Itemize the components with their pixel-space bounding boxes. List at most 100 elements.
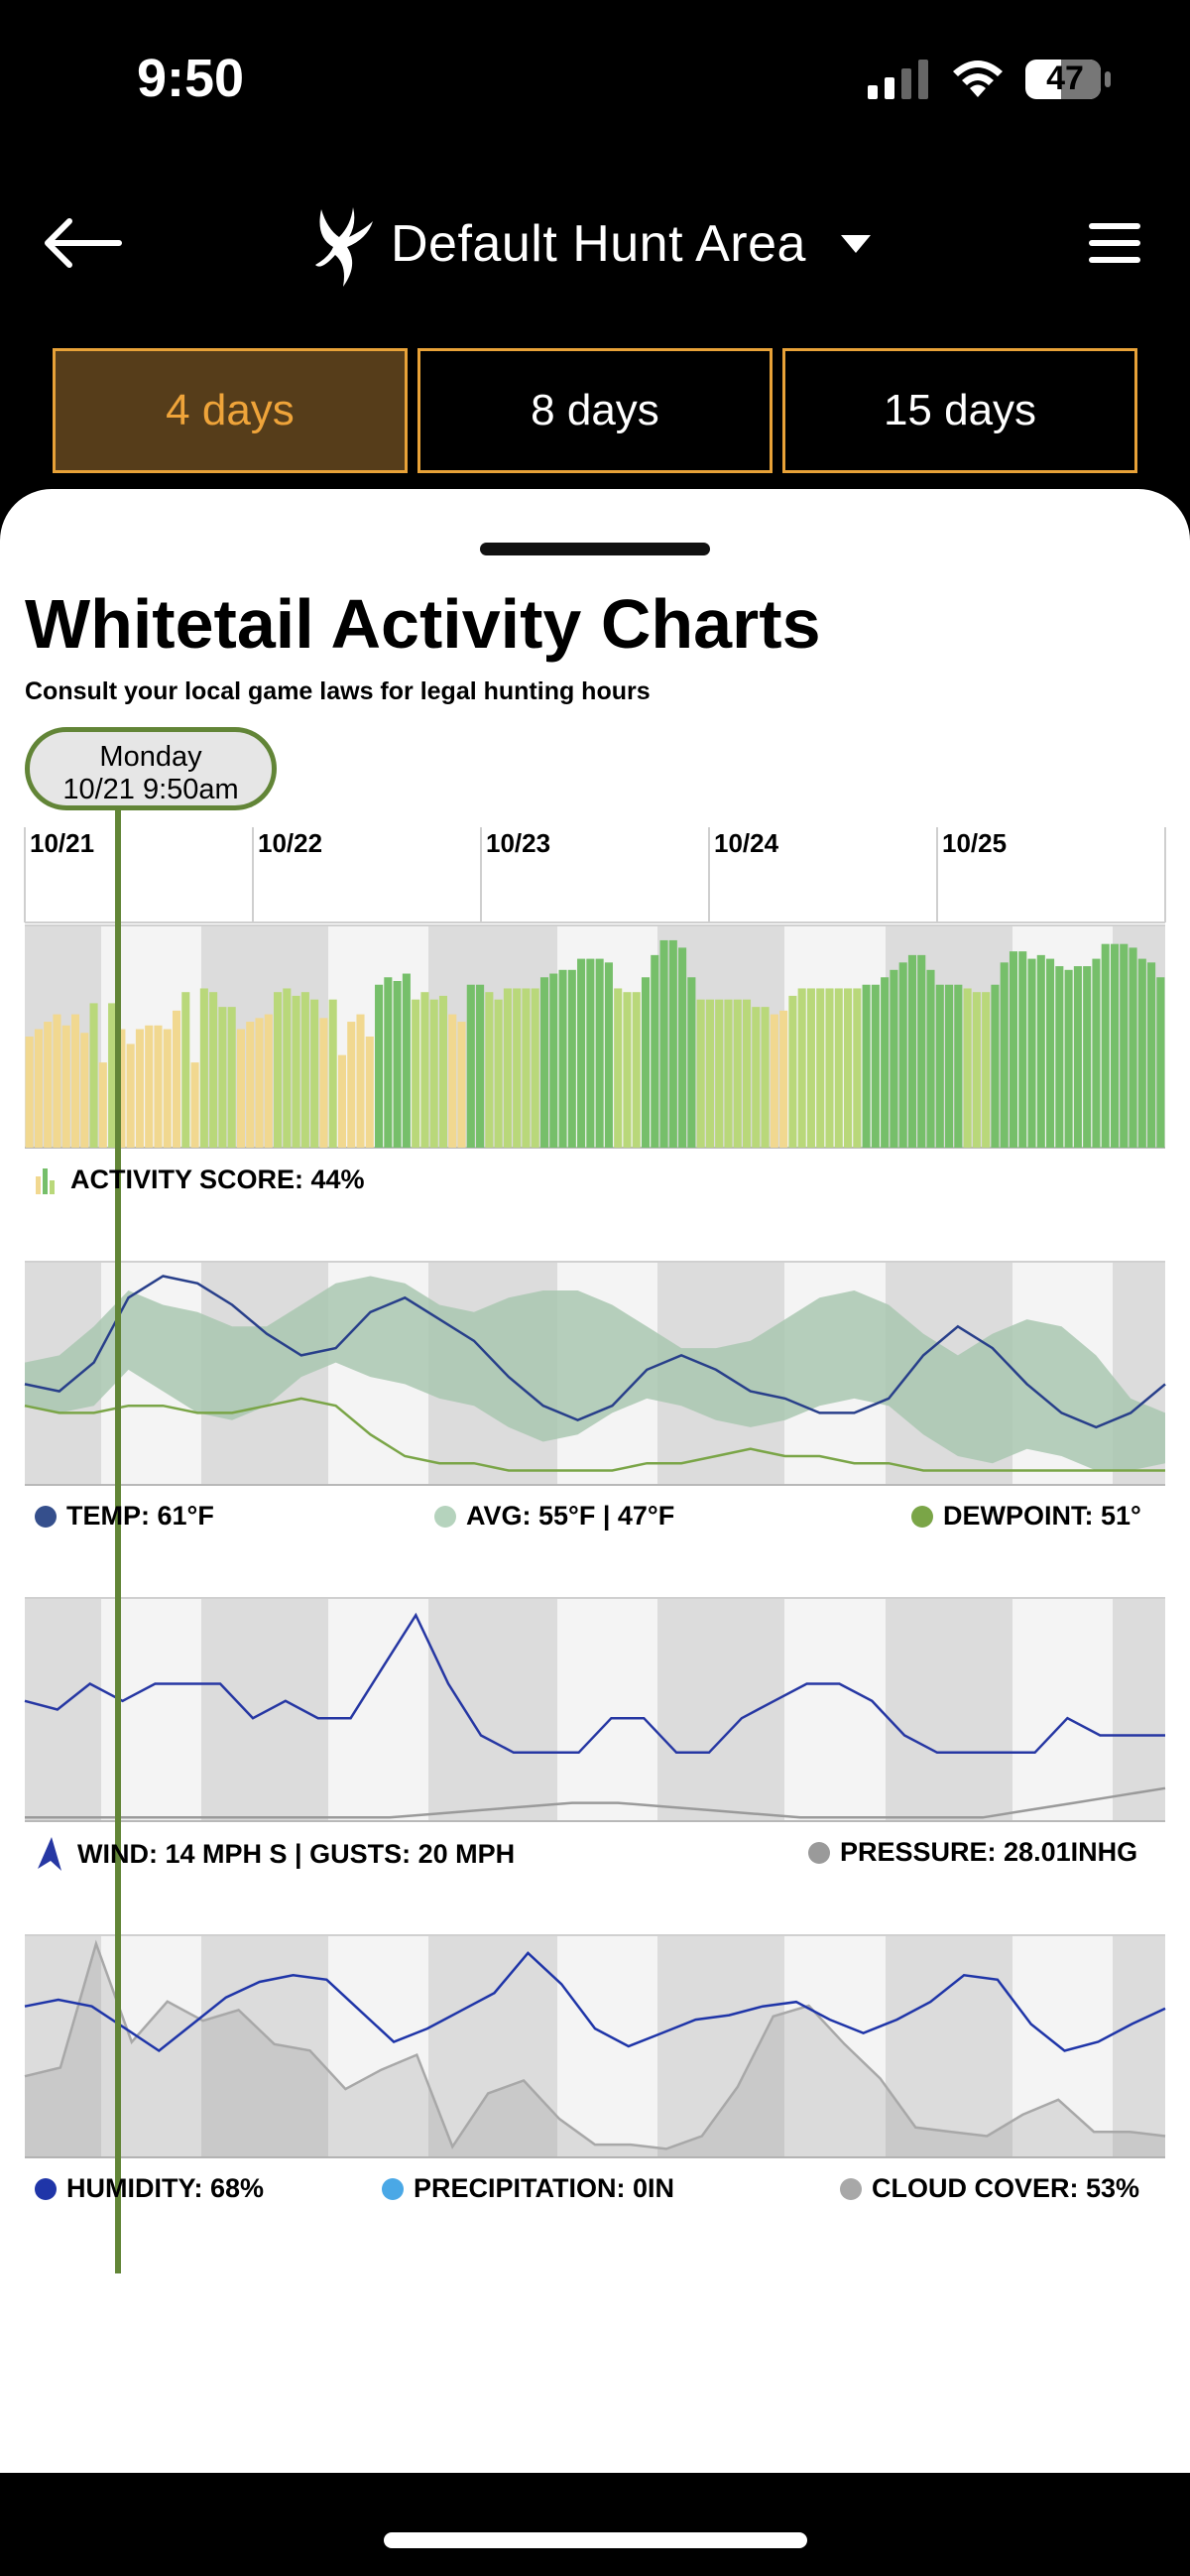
activity-bar bbox=[1083, 966, 1092, 1148]
activity-bar bbox=[742, 999, 752, 1148]
activity-bar bbox=[641, 977, 651, 1148]
activity-score-label: ACTIVITY SCORE: 44% bbox=[70, 1165, 365, 1194]
activity-bar bbox=[632, 992, 641, 1148]
activity-bar bbox=[659, 939, 668, 1148]
date-tick-label: 10/21 bbox=[30, 828, 94, 858]
wind-shade-band bbox=[1113, 1598, 1165, 1821]
activity-bar bbox=[347, 1022, 356, 1148]
cursor-day: Monday bbox=[99, 741, 202, 773]
activity-bar bbox=[678, 947, 687, 1148]
activity-bar bbox=[853, 988, 862, 1148]
activity-bar bbox=[163, 1029, 172, 1148]
activity-bar bbox=[531, 988, 539, 1148]
activity-bar bbox=[181, 992, 190, 1148]
pressure-label: PRESSURE: 28.01INHG bbox=[840, 1837, 1138, 1867]
activity-bar bbox=[1046, 958, 1055, 1148]
nav-bar: Default Hunt Area bbox=[0, 179, 1190, 307]
wind-shade-band bbox=[25, 1598, 101, 1821]
home-indicator[interactable] bbox=[384, 2532, 807, 2548]
activity-bar bbox=[438, 995, 448, 1148]
activity-bar bbox=[651, 954, 659, 1148]
activity-bar bbox=[1092, 958, 1101, 1148]
activity-bar bbox=[448, 1014, 457, 1148]
activity-bar bbox=[513, 988, 522, 1148]
activity-bar bbox=[1073, 966, 1082, 1148]
activity-bar bbox=[614, 988, 623, 1148]
activity-bar bbox=[586, 958, 595, 1148]
activity-bar bbox=[595, 958, 604, 1148]
avg-legend-item: AVG: 55°F | 47°F bbox=[434, 1501, 674, 1532]
humidity-shade-band bbox=[428, 1935, 557, 2157]
tab-15-days[interactable]: 15 days bbox=[782, 348, 1137, 473]
activity-bar bbox=[356, 1014, 365, 1148]
avg-range-band bbox=[25, 1276, 1165, 1471]
activity-bar bbox=[476, 984, 485, 1148]
activity-bar bbox=[705, 999, 714, 1148]
activity-bar bbox=[972, 992, 981, 1148]
activity-bar bbox=[61, 1025, 70, 1148]
date-tick-label: 10/23 bbox=[486, 828, 550, 858]
tab-8-days[interactable]: 8 days bbox=[417, 348, 773, 473]
temp-line bbox=[24, 1275, 1166, 1429]
activity-bar bbox=[190, 1062, 199, 1148]
avg-label: AVG: 55°F | 47°F bbox=[466, 1501, 675, 1531]
temp-legend-item: TEMP: 61°F bbox=[35, 1501, 214, 1532]
activity-bar bbox=[255, 1018, 264, 1148]
dewpoint-legend-item: DEWPOINT: 51° bbox=[911, 1501, 1141, 1532]
activity-bar bbox=[1055, 966, 1064, 1148]
activity-bar bbox=[917, 954, 926, 1148]
activity-bar bbox=[834, 988, 843, 1148]
activity-bar bbox=[761, 1007, 770, 1148]
precip-legend-item: PRECIPITATION: 0IN bbox=[382, 2173, 674, 2204]
signal-icon bbox=[868, 60, 928, 99]
activity-bar bbox=[1009, 951, 1018, 1148]
tab-4-days[interactable]: 4 days bbox=[53, 348, 408, 473]
cloud-cover-area bbox=[25, 1943, 1165, 2157]
wind-shade-band bbox=[784, 1598, 886, 1821]
activity-bar bbox=[577, 958, 586, 1148]
humidity-dot-icon bbox=[35, 2177, 57, 2200]
activity-bar bbox=[375, 984, 384, 1148]
back-arrow-icon[interactable] bbox=[40, 213, 125, 273]
activity-bar bbox=[935, 984, 944, 1148]
cloud-label: CLOUD COVER: 53% bbox=[872, 2173, 1140, 2203]
activity-bar bbox=[429, 999, 438, 1148]
humidity-line bbox=[24, 1951, 1166, 2053]
activity-bar bbox=[1129, 947, 1137, 1148]
status-bar: 9:50 47 bbox=[0, 0, 1190, 149]
cloud-dot-icon bbox=[840, 2177, 862, 2200]
activity-bar bbox=[89, 1003, 98, 1148]
activity-bar bbox=[25, 1037, 34, 1148]
activity-bar bbox=[687, 977, 696, 1148]
activity-bar bbox=[274, 992, 283, 1148]
activity-bar bbox=[954, 984, 963, 1148]
activity-bar bbox=[623, 992, 632, 1148]
activity-bar bbox=[907, 954, 916, 1148]
activity-bar bbox=[696, 999, 705, 1148]
hamburger-menu-icon[interactable] bbox=[1085, 218, 1144, 268]
deer-logo-icon bbox=[315, 207, 373, 287]
status-time: 9:50 bbox=[137, 49, 245, 108]
hunt-area-selector[interactable]: Default Hunt Area bbox=[391, 215, 806, 273]
activity-bar bbox=[963, 988, 972, 1148]
humidity-shade-band bbox=[557, 1935, 657, 2157]
activity-bar bbox=[70, 1014, 80, 1148]
sheet-grabber[interactable] bbox=[480, 543, 710, 555]
activity-bar bbox=[384, 977, 393, 1148]
activity-bar bbox=[1064, 969, 1073, 1148]
activity-bar bbox=[264, 1014, 273, 1148]
activity-bar bbox=[1036, 954, 1045, 1148]
pressure-line bbox=[25, 1786, 1166, 1819]
time-cursor-label[interactable]: Monday 10/21 9:50am bbox=[25, 727, 277, 810]
dewpoint-label: DEWPOINT: 51° bbox=[943, 1501, 1141, 1531]
date-tick-label: 10/22 bbox=[258, 828, 322, 858]
chevron-down-icon[interactable] bbox=[839, 230, 873, 258]
page-title: Whitetail Activity Charts bbox=[25, 585, 821, 663]
activity-bar bbox=[98, 1062, 107, 1148]
activity-bar bbox=[715, 999, 724, 1148]
temp-dot-icon bbox=[35, 1505, 57, 1528]
activity-bar bbox=[494, 999, 503, 1148]
activity-bar bbox=[172, 1010, 181, 1148]
activity-bar bbox=[770, 1014, 778, 1148]
